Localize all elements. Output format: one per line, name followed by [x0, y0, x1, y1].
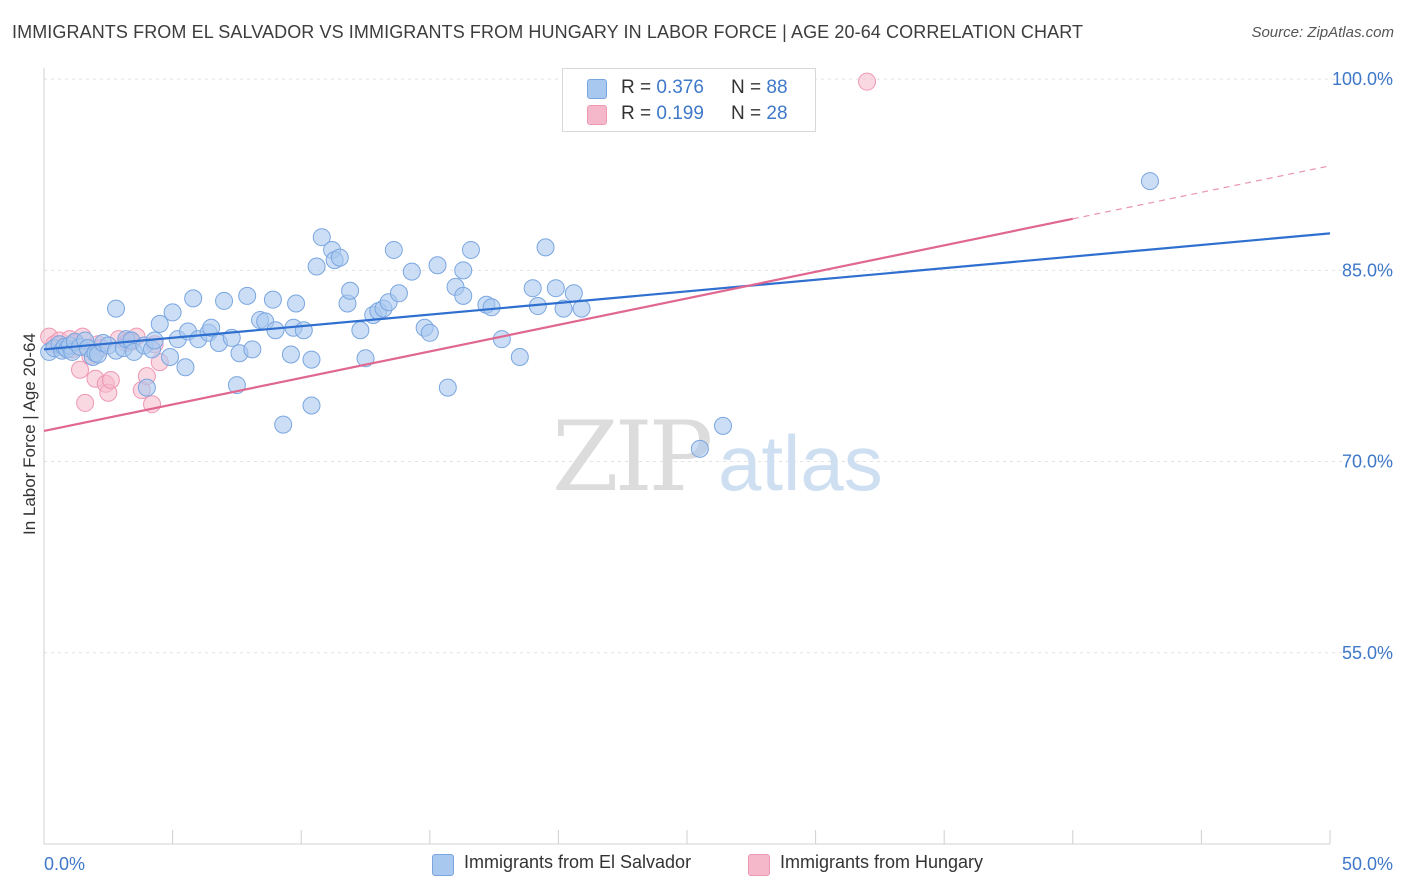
hungary-point — [76, 393, 95, 412]
el-salvador-point — [215, 291, 234, 310]
el-salvador-point — [389, 284, 408, 303]
el-salvador-point — [302, 350, 321, 369]
el-salvador-point — [341, 281, 360, 300]
el-salvador-point — [137, 378, 156, 397]
hungary-trend-line-extension — [1072, 165, 1331, 220]
el-salvador-point — [351, 321, 370, 340]
el-salvador-point — [1140, 172, 1159, 191]
y-tick-label-100: 100.0% — [1332, 69, 1393, 89]
el-salvador-point — [510, 348, 529, 367]
el-salvador-point — [572, 299, 591, 318]
legend: R = 0.376 N = 88 R = 0.199 N = 28 — [562, 68, 816, 132]
el-salvador-point — [274, 415, 293, 434]
el-salvador-point — [238, 286, 257, 305]
el-salvador-point — [150, 314, 169, 333]
legend-swatch-pink — [587, 105, 607, 125]
y-tick-label-70: 70.0% — [1342, 452, 1393, 472]
legend-r-blue: R = 0.376 — [621, 77, 704, 98]
bottom-legend-el-salvador: Immigrants from El Salvador — [432, 852, 692, 876]
bottom-legend-swatch-pink — [748, 854, 770, 876]
y-tick-label-55: 55.0% — [1342, 643, 1393, 663]
legend-n-pink: N = 28 — [731, 103, 788, 124]
el-salvador-points — [40, 172, 1159, 458]
el-salvador-point — [184, 289, 203, 308]
hungary-point — [71, 360, 90, 379]
el-salvador-point — [402, 262, 421, 281]
x-tick-label-min: 0.0% — [44, 854, 85, 874]
el-salvador-point — [420, 323, 439, 342]
el-salvador-point — [714, 416, 733, 435]
el-salvador-point — [454, 261, 473, 280]
y-tick-labels: 55.0% 70.0% 85.0% 100.0% — [1332, 69, 1393, 663]
bottom-legend-label-blue: Immigrants from El Salvador — [464, 852, 692, 872]
gridlines — [44, 78, 1392, 654]
hungary-point — [858, 72, 877, 91]
el-salvador-point — [161, 348, 180, 367]
el-salvador-point — [176, 358, 195, 377]
el-salvador-trend-line — [43, 232, 1331, 351]
el-salvador-point — [266, 321, 285, 340]
watermark-zip: ZIP — [552, 401, 711, 513]
chart-title: IMMIGRANTS FROM EL SALVADOR VS IMMIGRANT… — [12, 22, 1084, 42]
legend-n-blue: N = 88 — [731, 77, 788, 98]
el-salvador-point — [263, 290, 282, 309]
bottom-legend-label-pink: Immigrants from Hungary — [780, 852, 984, 872]
el-salvador-point — [428, 256, 447, 275]
el-salvador-point — [312, 228, 331, 247]
el-salvador-point — [243, 340, 262, 359]
el-salvador-point — [454, 286, 473, 305]
el-salvador-point — [107, 299, 126, 318]
el-salvador-point — [330, 248, 349, 267]
el-salvador-point — [482, 298, 501, 317]
el-salvador-point — [492, 330, 511, 349]
trend-lines — [43, 165, 1331, 433]
source-label: Source: ZipAtlas.com — [1251, 24, 1394, 41]
el-salvador-point — [554, 299, 573, 318]
legend-swatch-blue — [587, 79, 607, 99]
bottom-legend-hungary: Immigrants from Hungary — [748, 852, 984, 876]
el-salvador-point — [202, 318, 221, 337]
el-salvador-point — [302, 396, 321, 415]
el-salvador-point — [281, 345, 300, 364]
el-salvador-point — [523, 279, 542, 298]
el-salvador-point — [690, 439, 709, 458]
y-tick-label-85: 85.0% — [1342, 260, 1393, 280]
el-salvador-point — [287, 294, 306, 313]
hungary-trend-line — [43, 217, 1074, 433]
watermark: ZIP atlas — [552, 401, 883, 513]
el-salvador-point — [546, 279, 565, 298]
el-salvador-point — [564, 284, 583, 303]
watermark-atlas: atlas — [718, 419, 883, 507]
bottom-legend-swatch-blue — [432, 854, 454, 876]
legend-r-pink: R = 0.199 — [621, 103, 704, 124]
hungary-point — [101, 370, 120, 389]
el-salvador-point — [461, 240, 480, 259]
el-salvador-point — [356, 349, 375, 368]
el-salvador-point — [438, 378, 457, 397]
el-salvador-point — [384, 240, 403, 259]
el-salvador-point — [163, 303, 182, 322]
x-tick-label-max: 50.0% — [1342, 854, 1393, 874]
el-salvador-point — [536, 238, 555, 257]
el-salvador-point — [307, 257, 326, 276]
x-ticks — [172, 830, 1331, 844]
